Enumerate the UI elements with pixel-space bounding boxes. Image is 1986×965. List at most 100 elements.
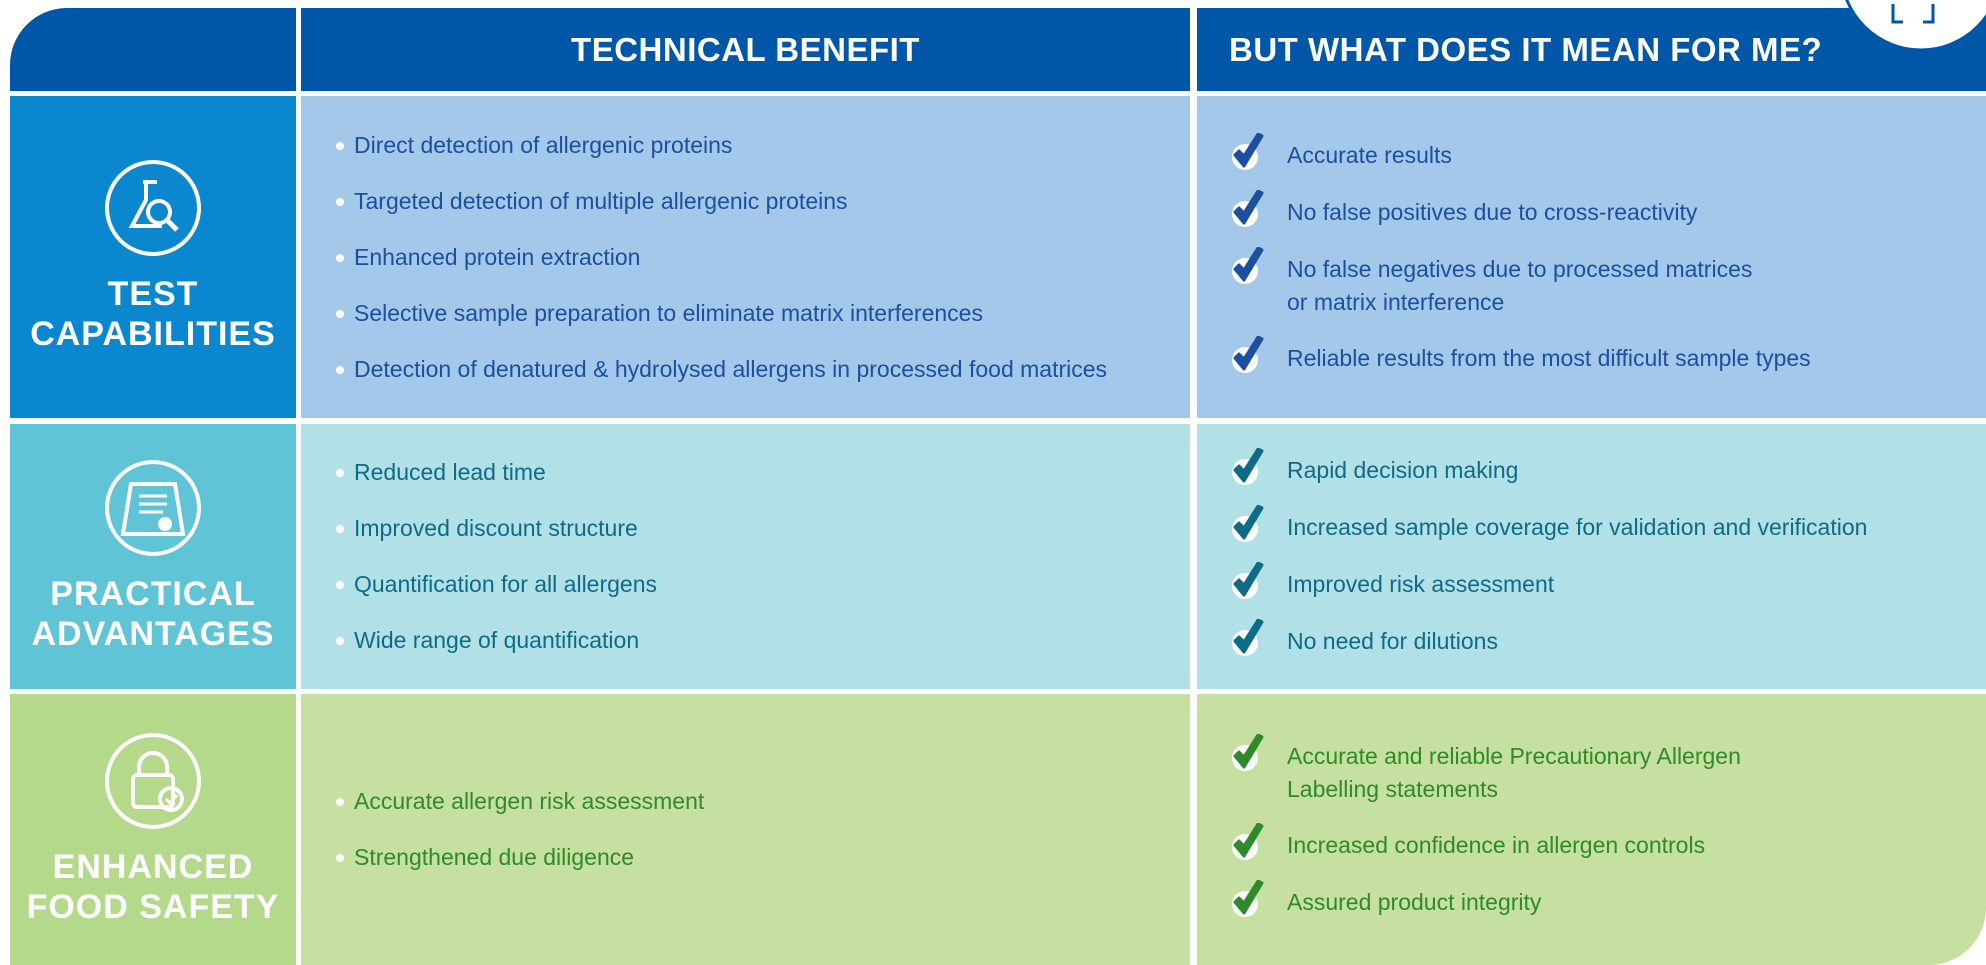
benefit-text: Selective sample preparation to eliminat… (354, 299, 983, 326)
meaning-text: Accurate results (1287, 139, 1452, 172)
meaning-line: Labelling statements (1287, 775, 1498, 802)
meaning-line: Rapid decision making (1287, 457, 1519, 483)
check-icon (1232, 246, 1264, 284)
bullet (336, 854, 344, 862)
check-icon (1232, 448, 1264, 485)
meaning-line: No false positives due to cross-reactivi… (1287, 198, 1698, 225)
meaning-line: Increased confidence in allergen control… (1287, 831, 1706, 858)
meaning-text: Improved risk assessment (1287, 568, 1554, 601)
benefit-text: Quantification for all allergens (354, 571, 657, 597)
check-icon (1232, 132, 1264, 170)
meaning-item: Reliable results from the most difficult… (1229, 335, 1986, 376)
benefit-item: Targeted detection of multiple allergeni… (336, 185, 1190, 218)
row-label: FOOD SAFETY (26, 887, 280, 926)
meaning-line: or matrix interference (1287, 288, 1505, 315)
row-icon (105, 732, 201, 829)
bullet (336, 365, 344, 374)
meaning-text: No false positives due to cross-reactivi… (1287, 196, 1697, 229)
meaning-item: No need for dilutions (1229, 619, 1986, 659)
benefit-text: Accurate allergen risk assessment (354, 788, 705, 814)
header-corner (10, 8, 296, 91)
meaning-line: Accurate results (1287, 141, 1452, 168)
benefit-cell: Accurate allergen risk assessment Strengt… (301, 694, 1190, 965)
meaning-text: Increased sample coverage for validation… (1287, 511, 1867, 544)
benefit-text: Reduced lead time (354, 459, 546, 485)
check-icon (1232, 189, 1264, 227)
benefit-text: Improved discount structure (354, 515, 638, 541)
meaning-item: Accurate results (1229, 132, 1986, 173)
benefit-item: Improved discount structure (336, 512, 1190, 545)
row-icon (105, 459, 201, 556)
check-icon (1232, 879, 1264, 917)
benefit-item: Strengthened due diligence (336, 841, 1190, 874)
benefit-cell: Reduced lead time Improved discount struc… (301, 424, 1190, 689)
check-icon (1232, 822, 1264, 860)
row-label: CAPABILITIES (30, 315, 276, 353)
bullet (336, 253, 344, 262)
row-label: ENHANCED (52, 847, 254, 886)
benefit-text: Detection of denatured & hydrolysed alle… (354, 355, 1108, 382)
meaning-line: Accurate and reliable Precautionary Alle… (1287, 742, 1741, 769)
meaning-text: No need for dilutions (1287, 625, 1498, 658)
bullet (336, 197, 344, 206)
meaning-text: Increased confidence in allergen control… (1287, 829, 1705, 862)
meaning-item: Increased confidence in allergen control… (1229, 822, 1986, 863)
meaning-text: Reliable results from the most difficult… (1287, 342, 1811, 375)
header-text: TECHNICAL BENEFIT (571, 30, 920, 68)
meaning-line: Assured product integrity (1287, 888, 1542, 915)
meaning-item: Accurate and reliable Precautionary Alle… (1229, 733, 1986, 806)
meaning-item: Increased sample coverage for validation… (1229, 505, 1986, 545)
meaning-cell: Accurate and reliable Precautionary Alle… (1197, 694, 1986, 965)
benefit-item: Selective sample preparation to eliminat… (336, 297, 1190, 330)
meaning-line: No need for dilutions (1287, 628, 1498, 654)
bullet (336, 637, 344, 645)
row-label: PRACTICAL (50, 574, 256, 613)
benefit-text: Targeted detection of multiple allergeni… (354, 187, 848, 214)
meaning-item: No false negatives due to processed matr… (1229, 246, 1986, 319)
check-icon (1232, 619, 1264, 656)
meaning-text: No false negatives due to processed matr… (1287, 253, 1752, 319)
meaning-text: Rapid decision making (1287, 454, 1518, 487)
row-label-cell: ENHANCED FOOD SAFETY (10, 694, 296, 965)
bullet (336, 309, 344, 318)
benefit-text: Direct detection of allergenic proteins (354, 131, 733, 158)
benefit-cell: Direct detection of allergenic proteins T… (301, 96, 1190, 418)
meaning-text: Accurate and reliable Precautionary Alle… (1287, 740, 1741, 806)
check-icon (1232, 505, 1264, 542)
meaning-line: Reliable results from the most difficult… (1287, 344, 1811, 371)
meaning-line: Increased sample coverage for validation… (1287, 514, 1868, 540)
row-label: TEST (107, 275, 199, 313)
header-cell: TECHNICAL BENEFIT (301, 8, 1190, 91)
benefit-item: Detection of denatured & hydrolysed alle… (336, 353, 1190, 386)
benefit-item: Enhanced protein extraction (336, 241, 1190, 274)
row-label: ADVANTAGES (31, 614, 275, 653)
meaning-cell: Rapid decision making Increased sample co… (1197, 424, 1986, 689)
benefit-item: Wide range of quantification (336, 624, 1190, 657)
meaning-item: Rapid decision making (1229, 448, 1986, 488)
meaning-line: No false negatives due to processed matr… (1287, 255, 1753, 282)
benefit-item: Quantification for all allergens (336, 568, 1190, 601)
bullet (336, 798, 344, 806)
check-icon (1232, 733, 1264, 771)
row-icon (105, 160, 201, 256)
meaning-item: Improved risk assessment (1229, 562, 1986, 602)
benefit-text: Strengthened due diligence (354, 844, 635, 870)
benefit-item: Reduced lead time (336, 456, 1190, 489)
benefit-item: Direct detection of allergenic proteins (336, 129, 1190, 162)
benefit-text: Enhanced protein extraction (354, 243, 641, 270)
meaning-line: Improved risk assessment (1287, 571, 1555, 597)
meaning-item: Assured product integrity (1229, 879, 1986, 920)
meaning-item: No false positives due to cross-reactivi… (1229, 189, 1986, 230)
row-label-cell: PRACTICAL ADVANTAGES (10, 424, 296, 689)
header-cell: BUT WHAT DOES IT MEAN FOR ME? (1197, 8, 1986, 91)
bullet (336, 469, 344, 477)
meaning-cell: Accurate results No false positives due t… (1197, 96, 1986, 418)
benefit-item: Accurate allergen risk assessment (336, 785, 1190, 818)
bullet (336, 525, 344, 533)
check-icon (1232, 335, 1264, 373)
bullet (336, 141, 344, 150)
bullet (336, 581, 344, 589)
row-label-cell: TEST CAPABILITIES (10, 96, 296, 418)
meaning-text: Assured product integrity (1287, 886, 1541, 919)
